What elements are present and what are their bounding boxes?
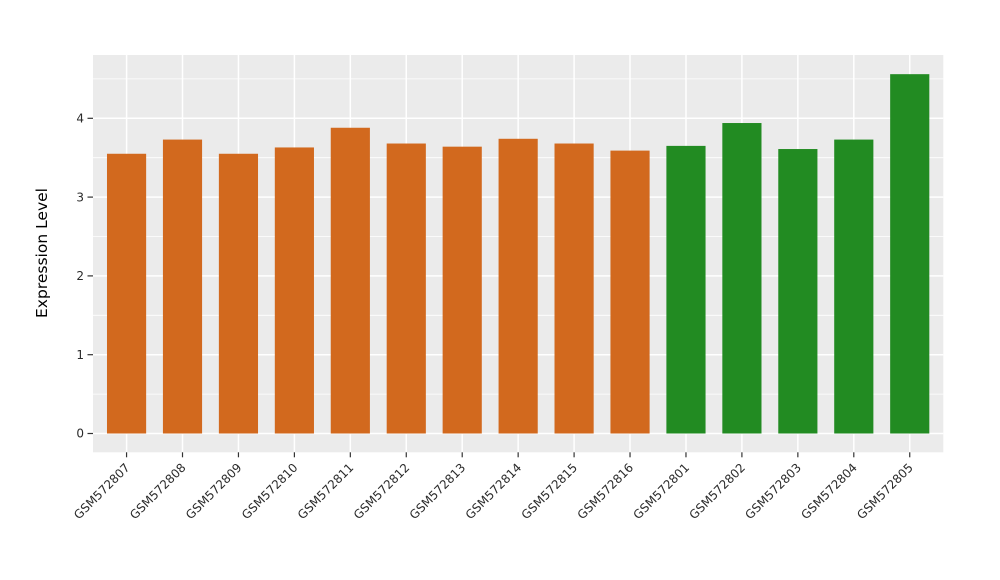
x-tick-label: GSM572809 <box>183 461 245 523</box>
bar-GSM572804 <box>834 139 874 434</box>
x-tick-label: GSM572808 <box>127 461 189 523</box>
x-tick-label: GSM572816 <box>575 461 637 523</box>
x-tick-label: GSM572807 <box>71 461 133 523</box>
bar-GSM572815 <box>554 143 594 434</box>
bar-GSM572803 <box>778 149 818 434</box>
bar-GSM572812 <box>386 143 426 434</box>
bar-GSM572813 <box>442 146 482 434</box>
x-tick-label: GSM572803 <box>742 461 804 523</box>
bar-GSM572810 <box>274 147 314 434</box>
x-tick-label: GSM572804 <box>798 461 860 523</box>
y-tick-label: 1 <box>76 348 84 362</box>
bar-GSM572802 <box>722 123 762 434</box>
x-tick-label: GSM572802 <box>686 461 748 523</box>
bar-GSM572816 <box>610 150 650 434</box>
x-tick-label: GSM572805 <box>854 461 916 523</box>
x-tick-label: GSM572801 <box>631 461 693 523</box>
y-tick-label: 4 <box>76 112 84 126</box>
x-tick-label: GSM572810 <box>239 461 301 523</box>
x-tick-label: GSM572813 <box>407 461 469 523</box>
bar-GSM572807 <box>106 153 147 434</box>
x-tick-label: GSM572811 <box>295 461 357 523</box>
bar-GSM572814 <box>498 138 538 434</box>
x-tick-label: GSM572814 <box>463 461 525 523</box>
bar-GSM572805 <box>890 74 930 434</box>
bar-GSM572801 <box>666 145 706 434</box>
y-tick-label: 0 <box>76 427 84 441</box>
bar-GSM572808 <box>162 139 203 434</box>
bar-GSM572811 <box>330 127 370 434</box>
y-tick-label: 2 <box>76 269 84 283</box>
x-tick-label: GSM572812 <box>351 461 413 523</box>
y-tick-label: 3 <box>76 190 84 204</box>
x-tick-label: GSM572815 <box>519 461 581 523</box>
bar-GSM572809 <box>218 153 259 434</box>
y-axis-title: Expression Level <box>33 188 51 318</box>
